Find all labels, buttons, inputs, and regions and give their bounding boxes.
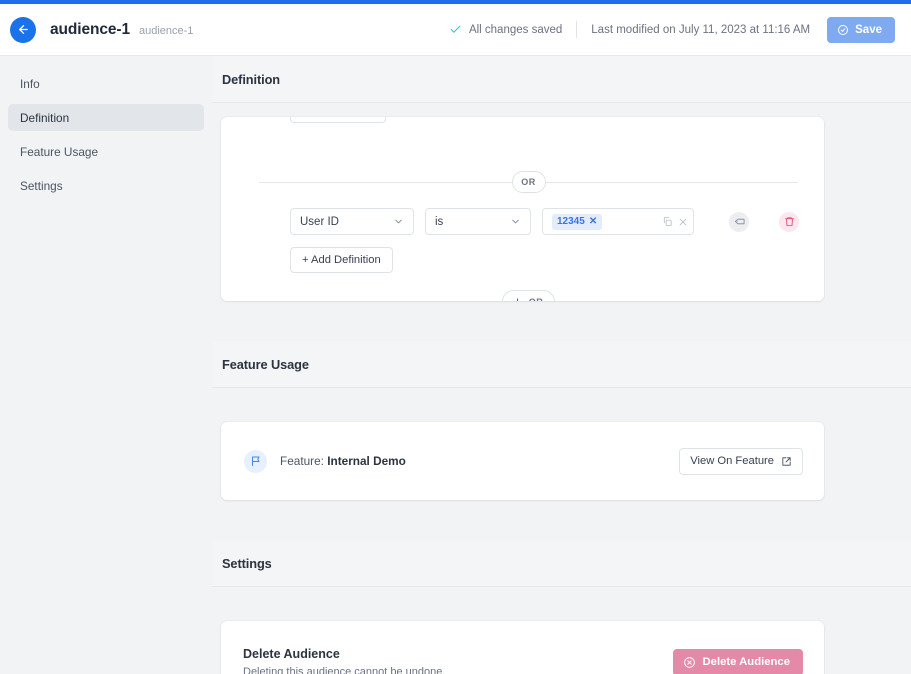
operator-select[interactable]: is [425, 208, 531, 235]
section-title: Feature Usage [222, 357, 309, 372]
operator-select-value: is [435, 215, 444, 228]
delete-audience-button-label: Delete Audience [702, 656, 790, 668]
attribute-select-value: User ID [300, 215, 339, 228]
delete-audience-title: Delete Audience [243, 646, 340, 661]
sidebar: Info Definition Feature Usage Settings [0, 56, 212, 674]
feature-usage-card: Feature: Internal Demo View On Feature [221, 422, 824, 500]
external-link-icon [781, 456, 792, 467]
saved-status: All changes saved [449, 23, 562, 36]
definition-section-header: Definition [212, 56, 911, 103]
view-on-feature-label: View On Feature [690, 455, 774, 467]
feature-label-prefix: Feature: [280, 454, 324, 468]
save-button-label: Save [855, 23, 882, 36]
view-on-feature-button[interactable]: View On Feature [679, 447, 803, 475]
value-chip-label: 12345 [557, 216, 585, 227]
title-block: audience-1 audience-1 [50, 21, 193, 39]
value-chip[interactable]: 12345 ✕ [552, 213, 603, 230]
arrow-left-icon [18, 25, 28, 34]
attribute-select[interactable]: User ID [290, 208, 414, 235]
or-separator: OR [259, 171, 798, 193]
sidebar-item-label: Info [20, 76, 40, 91]
app-header: audience-1 audience-1 All changes saved … [0, 4, 911, 56]
add-or-label: OR [529, 297, 544, 302]
clipped-add-definition-button[interactable] [290, 117, 386, 123]
chevron-down-icon [393, 216, 404, 227]
settings-section-header: Settings [212, 540, 911, 587]
check-icon [449, 23, 462, 36]
add-or-group-row: + OR [259, 290, 798, 301]
condition-row: User ID is 12345 ✕ [221, 193, 824, 235]
divider-line-right [545, 181, 798, 183]
flag-icon [244, 449, 267, 473]
section-gap [212, 500, 911, 540]
sidebar-item-definition[interactable]: Definition [8, 104, 204, 131]
feature-usage-section-header: Feature Usage [212, 341, 911, 388]
check-circle-icon [837, 24, 849, 36]
save-button[interactable]: Save [827, 16, 895, 43]
section-title: Settings [222, 556, 272, 571]
delete-audience-card: Delete Audience Deleting this audience c… [221, 621, 824, 674]
add-or-button[interactable]: + OR [501, 290, 556, 302]
close-icon[interactable]: ✕ [588, 216, 598, 227]
delete-audience-subtitle: Deleting this audience cannot be undone. [243, 665, 446, 674]
back-button[interactable] [10, 16, 36, 43]
feature-name: Internal Demo [327, 454, 406, 468]
value-input-actions [662, 216, 688, 227]
sidebar-item-settings[interactable]: Settings [8, 172, 204, 199]
page-title: audience-1 [50, 20, 130, 38]
plus-icon: + [514, 295, 522, 301]
page-subtitle: audience-1 [138, 24, 194, 37]
trash-icon[interactable] [779, 211, 799, 232]
divider-line-left [259, 181, 512, 183]
or-badge: OR [511, 171, 546, 193]
delete-audience-button[interactable]: Delete Audience [672, 648, 803, 674]
copy-icon[interactable] [662, 216, 673, 227]
tag-icon[interactable] [729, 211, 749, 232]
section-gap [212, 301, 911, 341]
saved-status-text: All changes saved [468, 23, 563, 36]
section-title: Definition [222, 72, 280, 87]
add-definition-button[interactable]: + Add Definition [290, 247, 393, 273]
top-accent-bar [0, 0, 911, 4]
last-modified-text: Last modified on July 11, 2023 at 11:16 … [591, 23, 811, 36]
body-wrapper: Info Definition Feature Usage Settings D… [0, 56, 911, 674]
delete-audience-text: Delete Audience Deleting this audience c… [243, 647, 445, 674]
sidebar-item-label: Feature Usage [20, 144, 99, 159]
chevron-down-icon [510, 216, 521, 227]
header-actions: All changes saved Last modified on July … [449, 16, 895, 43]
close-icon[interactable] [678, 217, 688, 227]
sidebar-item-info[interactable]: Info [8, 70, 204, 97]
header-divider [576, 21, 578, 38]
sidebar-item-label: Settings [20, 178, 63, 193]
main-content: Definition OR User ID is [212, 56, 911, 674]
close-circle-icon [683, 656, 696, 669]
sidebar-item-label: Definition [20, 110, 70, 125]
value-input[interactable]: 12345 ✕ [542, 208, 694, 235]
sidebar-item-feature-usage[interactable]: Feature Usage [8, 138, 204, 165]
definition-card: OR User ID is 12 [221, 117, 824, 301]
feature-label: Feature: Internal Demo [280, 454, 406, 468]
